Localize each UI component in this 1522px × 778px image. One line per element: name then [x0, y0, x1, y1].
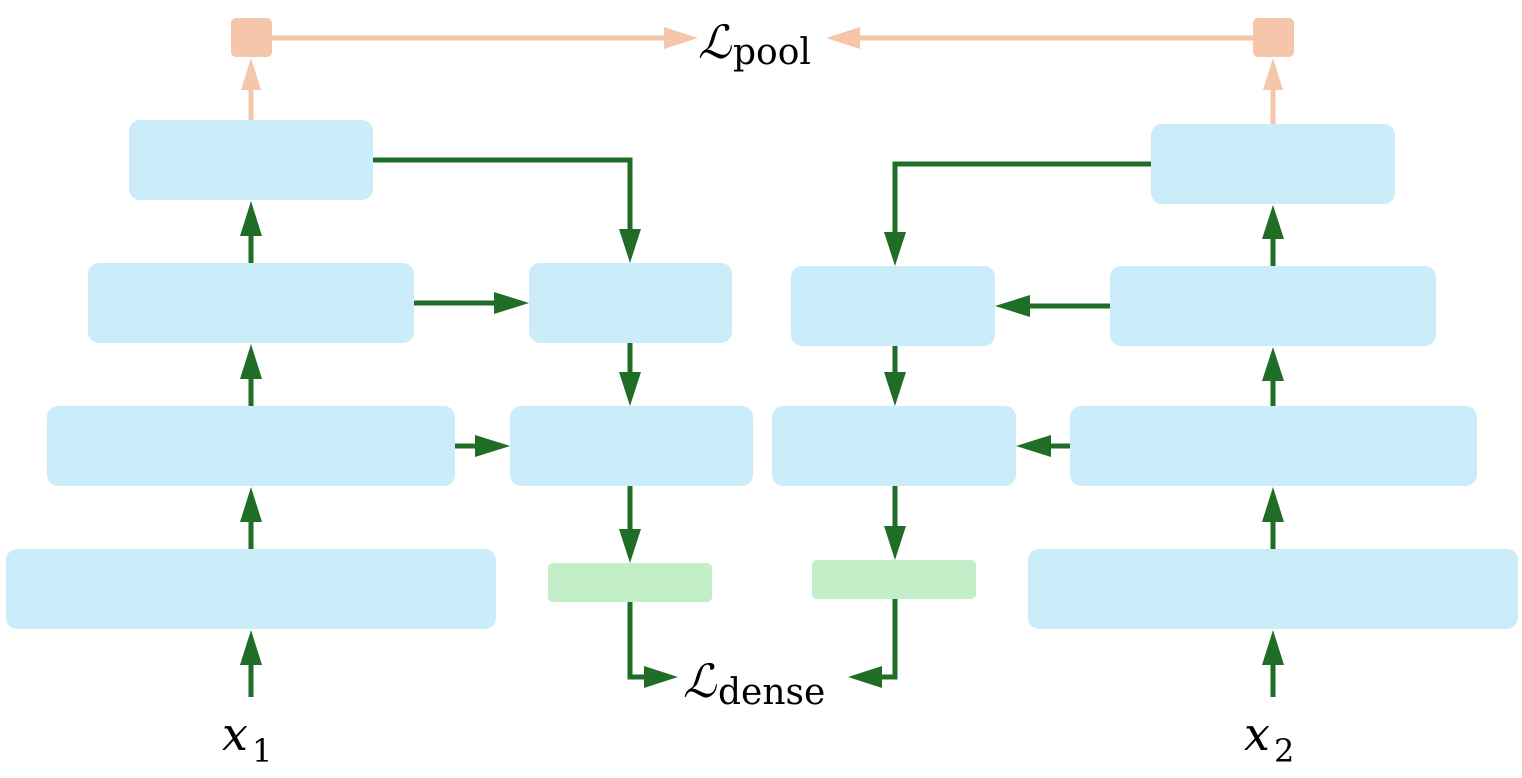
left-decoder-block-lower — [510, 406, 753, 486]
right-decoder-block-lower — [772, 406, 1016, 486]
right-lateral-arrow-upper — [995, 295, 1110, 317]
input-1-subscript: 1 — [252, 732, 272, 770]
right-encoder-block-2 — [1070, 406, 1477, 486]
input-2-symbol: x — [1244, 707, 1270, 761]
left-decoder-block-upper — [529, 263, 732, 343]
right-encoder-block-4 — [1151, 124, 1395, 204]
left-lateral-arrow-lower — [455, 435, 510, 457]
right-encoder-block-1 — [1028, 549, 1518, 629]
right-pool-arrow — [1263, 58, 1283, 124]
pool-loss-label: ℒ pool — [698, 15, 811, 73]
left-lateral-arrow-upper — [414, 292, 529, 314]
right-encoder-arrows — [1262, 205, 1284, 697]
right-pool-node — [1253, 18, 1294, 57]
input-2-subscript: 2 — [1274, 732, 1294, 770]
dense-loss-label: ℒ dense — [683, 654, 825, 713]
right-decoder-down-arrows — [884, 346, 906, 560]
right-dense-arrow — [848, 599, 898, 688]
left-projection-block — [548, 563, 712, 602]
left-encoder-block-3 — [88, 263, 414, 343]
input-2-label: x 2 — [1244, 707, 1294, 770]
dense-loss-symbol: ℒ — [683, 654, 717, 708]
left-encoder-block-2 — [47, 406, 455, 486]
left-pool-arrow — [241, 58, 261, 120]
right-decoder-block-upper — [791, 266, 995, 346]
left-encoder-arrows — [240, 201, 262, 697]
input-1-label: x 1 — [222, 707, 272, 770]
pool-loss-subscript: pool — [733, 32, 811, 73]
right-skip-arrow-top — [884, 161, 1151, 266]
left-encoder-block-1 — [6, 549, 496, 629]
pool-loss-arrows — [272, 27, 1253, 49]
pool-loss-symbol: ℒ — [698, 15, 732, 69]
right-lateral-arrow-lower — [1016, 435, 1070, 457]
left-encoder-block-4 — [129, 120, 373, 200]
dense-loss-subscript: dense — [718, 672, 825, 713]
left-dense-arrow — [627, 602, 678, 688]
left-pool-node — [231, 18, 272, 57]
left-skip-arrow-top — [373, 157, 641, 263]
left-decoder-down-arrows — [619, 343, 641, 563]
right-projection-block — [812, 560, 976, 599]
input-1-symbol: x — [222, 707, 248, 761]
right-encoder-block-3 — [1110, 266, 1436, 346]
